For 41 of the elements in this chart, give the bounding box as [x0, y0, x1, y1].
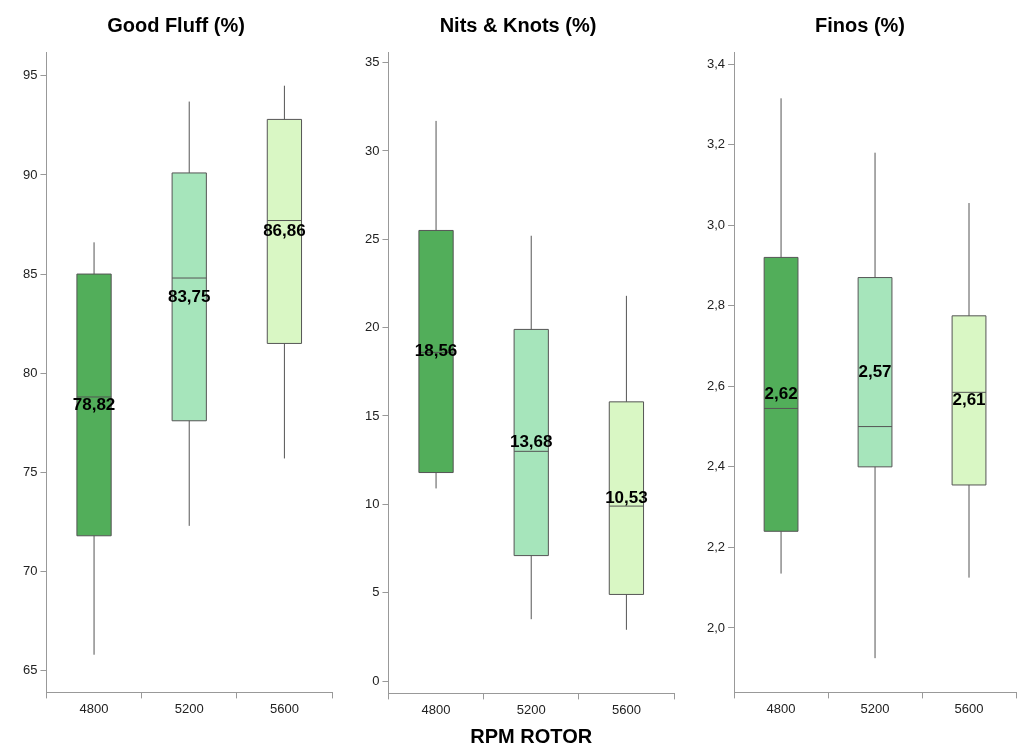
chart-title: Finos (%)	[815, 13, 905, 36]
y-tick-label: 15	[364, 407, 380, 423]
y-tick-label: 3,2	[706, 136, 726, 152]
y-tick-label: 85	[22, 265, 38, 281]
x-tick-label: 5600	[269, 700, 299, 716]
x-tick-label: 4800	[421, 701, 451, 717]
y-tick-label: 10	[364, 495, 380, 511]
y-tick-label: 2,4	[706, 458, 726, 474]
annotation: 83,75	[167, 286, 211, 306]
y-tick-label: 2,2	[706, 538, 726, 554]
y-tick-label: 5	[372, 584, 380, 600]
annotation: 2,61	[952, 390, 986, 410]
x-tick-label: 4800	[766, 700, 796, 716]
x-tick-label: 4800	[79, 700, 109, 716]
y-tick-label: 2,8	[706, 297, 726, 313]
x-axis-title: RPM ROTOR	[470, 724, 593, 747]
y-tick-label: 3,0	[706, 216, 726, 232]
annotation: 2,57	[858, 361, 892, 381]
y-tick-label: 2,6	[706, 377, 726, 393]
y-tick-label: 95	[22, 67, 38, 83]
y-tick-label: 2,0	[706, 619, 726, 635]
chart-title: Nits & Knots (%)	[439, 13, 597, 36]
y-tick-label: 70	[22, 563, 38, 579]
x-tick-label: 5200	[516, 701, 546, 717]
y-tick-label: 35	[364, 54, 380, 70]
y-tick-label: 3,4	[706, 55, 726, 71]
y-tick-label: 90	[22, 166, 38, 182]
annotation: 13,68	[509, 432, 553, 452]
y-tick-label: 80	[22, 364, 38, 380]
y-tick-label: 20	[364, 319, 380, 335]
annotation: 2,62	[764, 384, 798, 404]
y-tick-label: 0	[372, 672, 380, 688]
x-tick-label: 5600	[954, 700, 984, 716]
y-tick-label: 25	[364, 230, 380, 246]
y-tick-label: 75	[22, 463, 38, 479]
x-tick-label: 5200	[174, 700, 204, 716]
x-tick-label: 5600	[611, 701, 641, 717]
x-tick-label: 5200	[860, 700, 890, 716]
y-tick-label: 30	[364, 142, 380, 158]
y-tick-label: 65	[22, 662, 38, 678]
chart-title: Good Fluff (%)	[107, 13, 245, 36]
